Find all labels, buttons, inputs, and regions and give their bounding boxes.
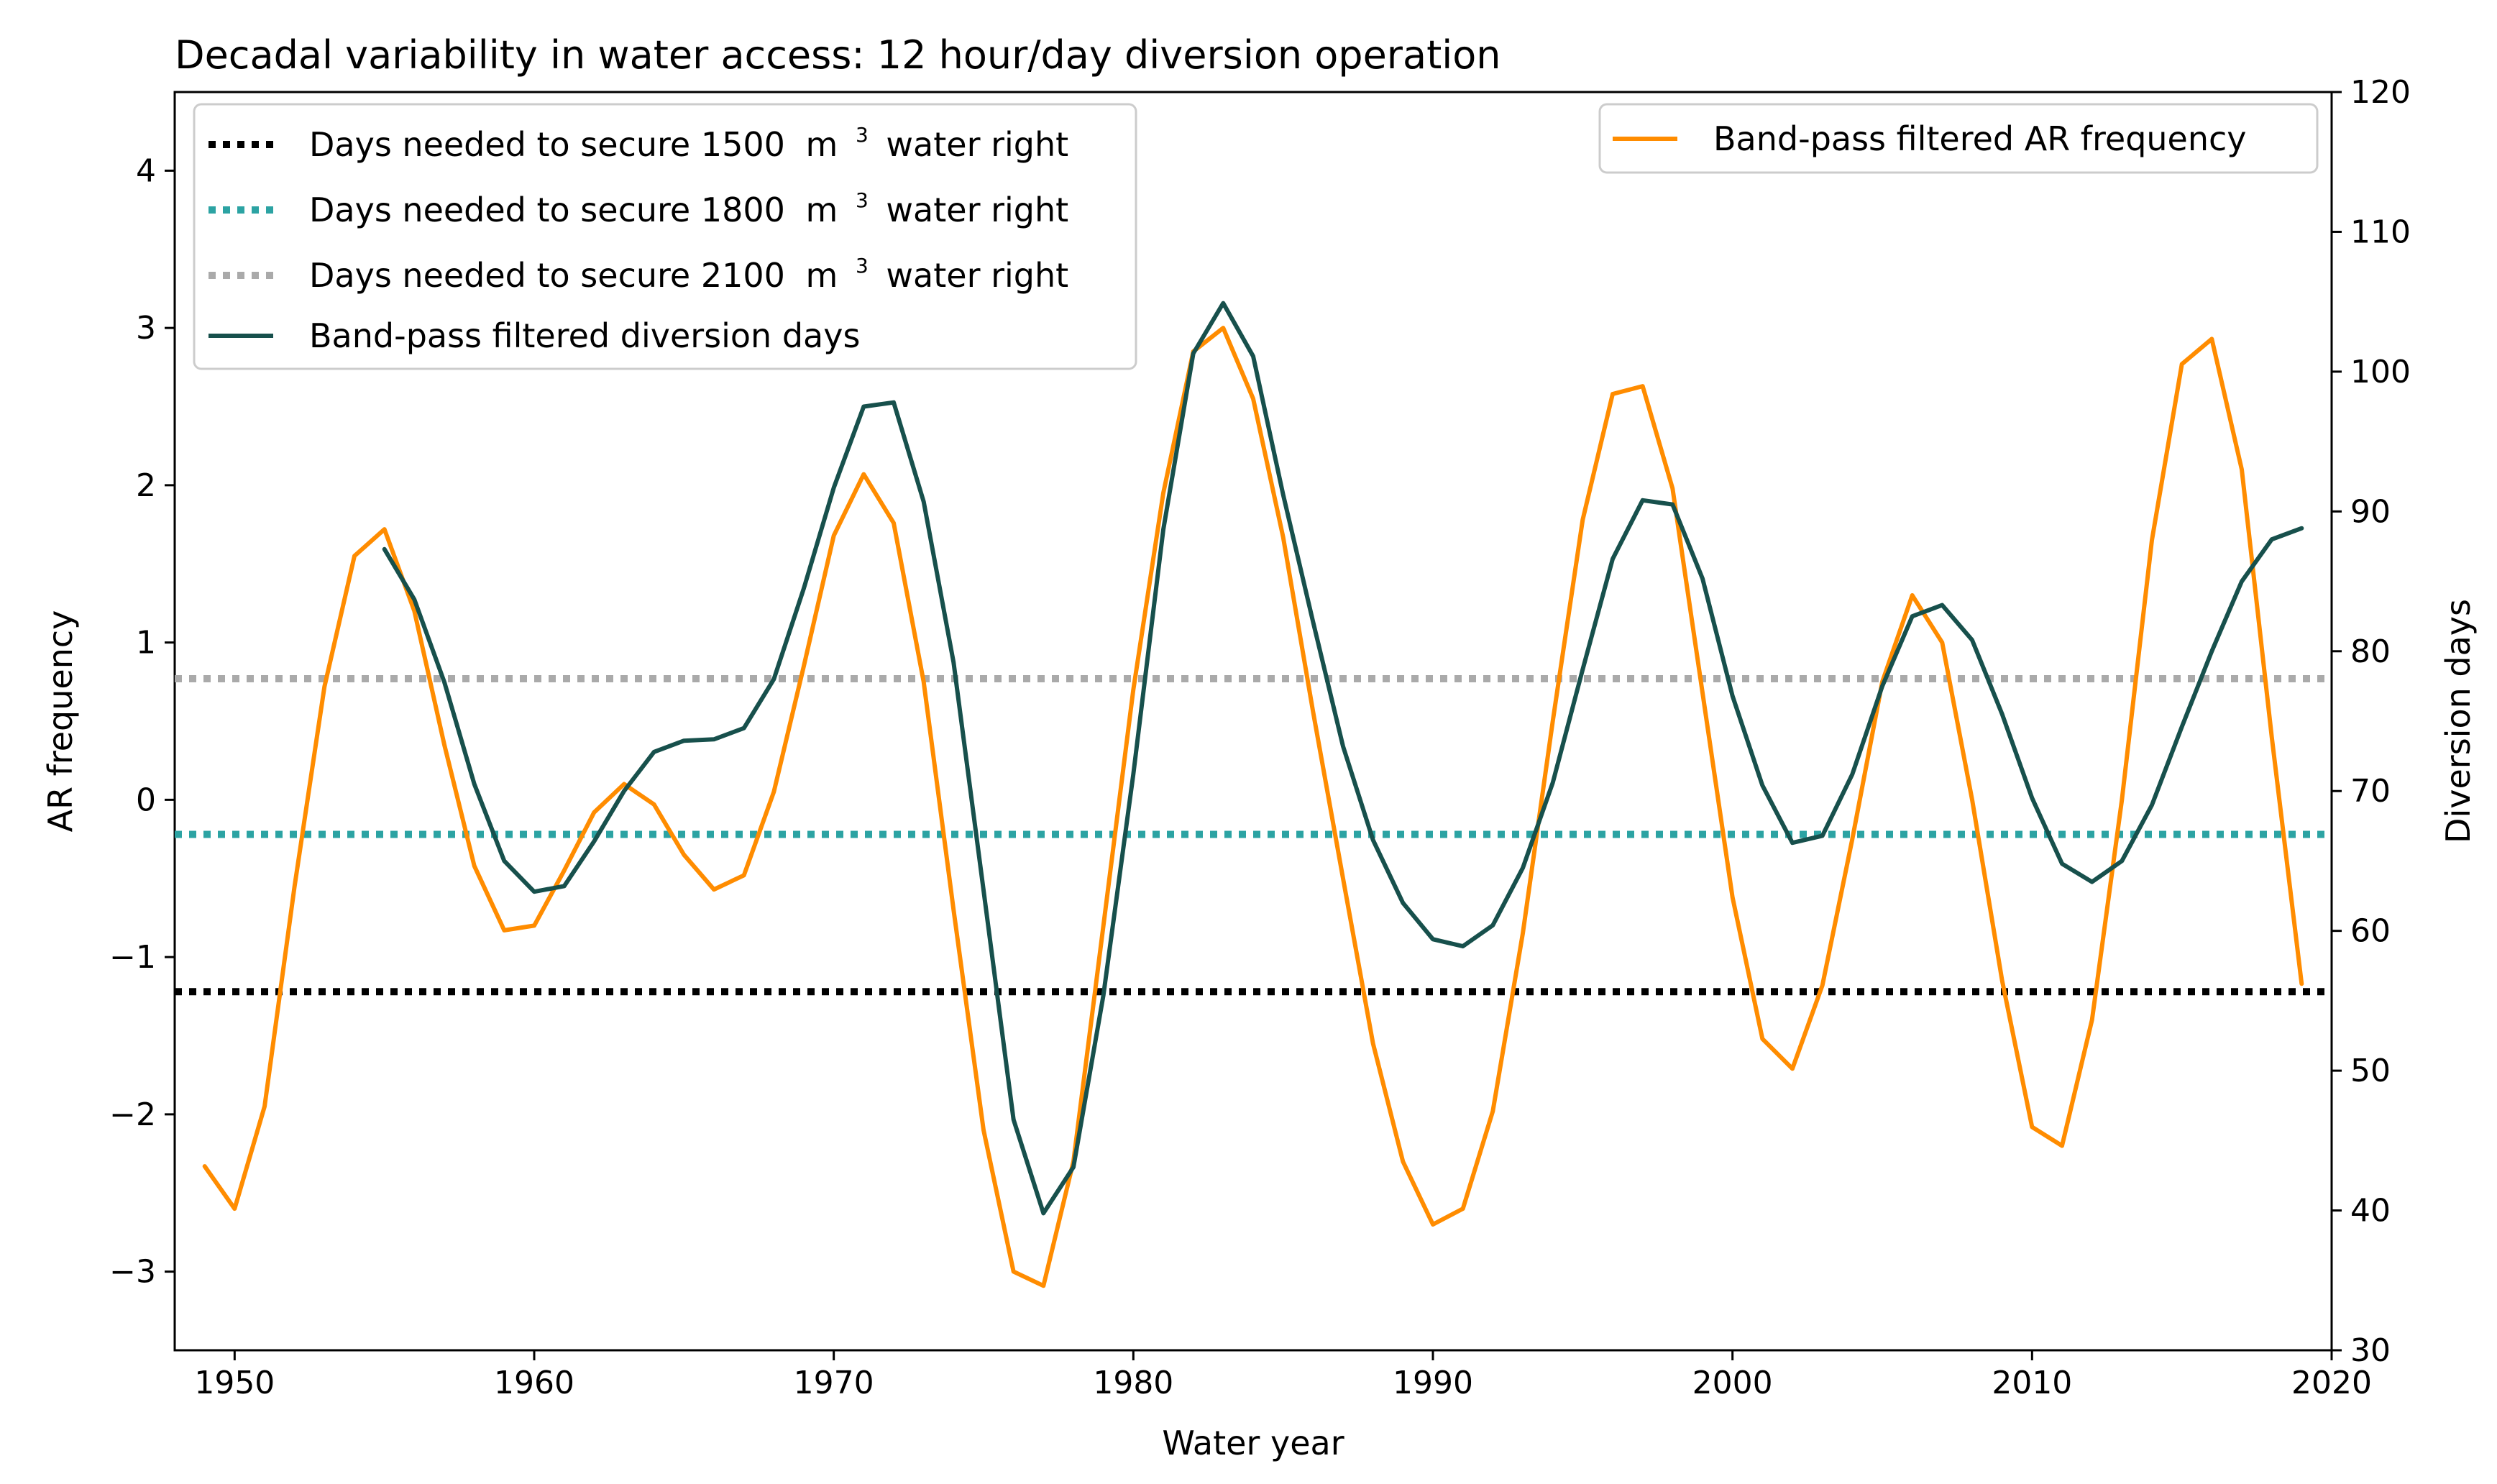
legend-1500-name: Days needed to secure 1500 (309, 125, 785, 164)
x-tick-label-2010: 2010 (1992, 1365, 2072, 1401)
y-axis-right-label: Diversion days (2439, 599, 2478, 843)
plot-area-frame (173, 91, 2333, 1352)
legend-1800-name: Days needed to secure 1800 (309, 191, 785, 229)
y-right-tick-label-110: 110 (2350, 214, 2411, 250)
series-line-1 (382, 301, 2304, 1216)
y-right-tick-label-40: 40 (2350, 1193, 2391, 1229)
legend-2100-suffix: water right (886, 256, 1068, 295)
legend-1800-suffix: water right (886, 191, 1068, 229)
x-tick-label-2020: 2020 (2291, 1365, 2372, 1401)
y-axis-left-label: AR frequency (41, 610, 80, 833)
legend-2100-unit: m (806, 256, 838, 295)
y-right-tick-label-90: 90 (2350, 493, 2391, 530)
x-tick-label-1950: 1950 (194, 1365, 275, 1401)
y-right-tick-label-80: 80 (2350, 633, 2391, 670)
legend-label-ar-frequency: Band-pass filtered AR frequency (1713, 119, 2247, 158)
legend-2100-name: Days needed to secure 2100 (309, 256, 785, 295)
y-left-tick-label--1: −1 (109, 939, 156, 976)
axes: 1950 1960 1970 1980 1990 2000 2010 2020 −3 −2 −1 0 1… (109, 74, 2411, 1401)
legend-left-box (193, 103, 1137, 370)
legend-1500-unit: m (806, 125, 838, 164)
y-right-tick-label-50: 50 (2350, 1053, 2391, 1089)
legend-2100-sup: 3 (856, 254, 869, 278)
threshold-lines (175, 674, 2332, 996)
y-left-tick-label-1: 1 (136, 625, 156, 661)
legend-1500-suffix: water right (886, 125, 1068, 164)
x-tick-label-1960: 1960 (494, 1365, 574, 1401)
x-axis-label: Water year (1162, 1424, 1344, 1462)
x-tick-label-1970: 1970 (794, 1365, 874, 1401)
legend-1500-sup: 3 (856, 123, 869, 147)
x-tick-label-1980: 1980 (1093, 1365, 1173, 1401)
y-right-tick-label-120: 120 (2350, 74, 2411, 111)
y-left-tick-label-0: 0 (136, 782, 156, 818)
y-right-tick-label-100: 100 (2350, 354, 2411, 390)
series-lines (202, 301, 2304, 1288)
y-left-tick-label-2: 2 (136, 467, 156, 504)
y-right-tick-label-60: 60 (2350, 913, 2391, 950)
chart-title: Decadal variability in water access: 12 … (175, 32, 1501, 78)
y-left-tick-label--3: −3 (109, 1254, 156, 1291)
legend-label-diversion-days: Band-pass filtered diversion days (309, 316, 860, 355)
legend-label-1800: Days needed to secure 1800 m 3 water rig… (309, 176, 1068, 229)
legend-label-1500: Days needed to secure 1500 m 3 water rig… (309, 111, 1068, 164)
y-right-tick-label-70: 70 (2350, 773, 2391, 810)
x-tick-label-2000: 2000 (1692, 1365, 1773, 1401)
legend-left: Days needed to secure 1500 m 3 water rig… (193, 103, 1137, 370)
legend-right-box (1598, 103, 2319, 174)
y-left-tick-label--2: −2 (109, 1096, 156, 1133)
y-left-tick-label-3: 3 (136, 310, 156, 347)
legend-1800-unit: m (806, 191, 838, 229)
legend-label-2100: Days needed to secure 2100 m 3 water rig… (309, 242, 1068, 295)
x-tick-label-1990: 1990 (1393, 1365, 1473, 1401)
legend-1800-sup: 3 (856, 188, 869, 212)
y-right-tick-label-30: 30 (2350, 1332, 2391, 1369)
y-left-tick-label-4: 4 (136, 152, 156, 189)
legend-right: Band-pass filtered AR frequency (1598, 103, 2319, 174)
